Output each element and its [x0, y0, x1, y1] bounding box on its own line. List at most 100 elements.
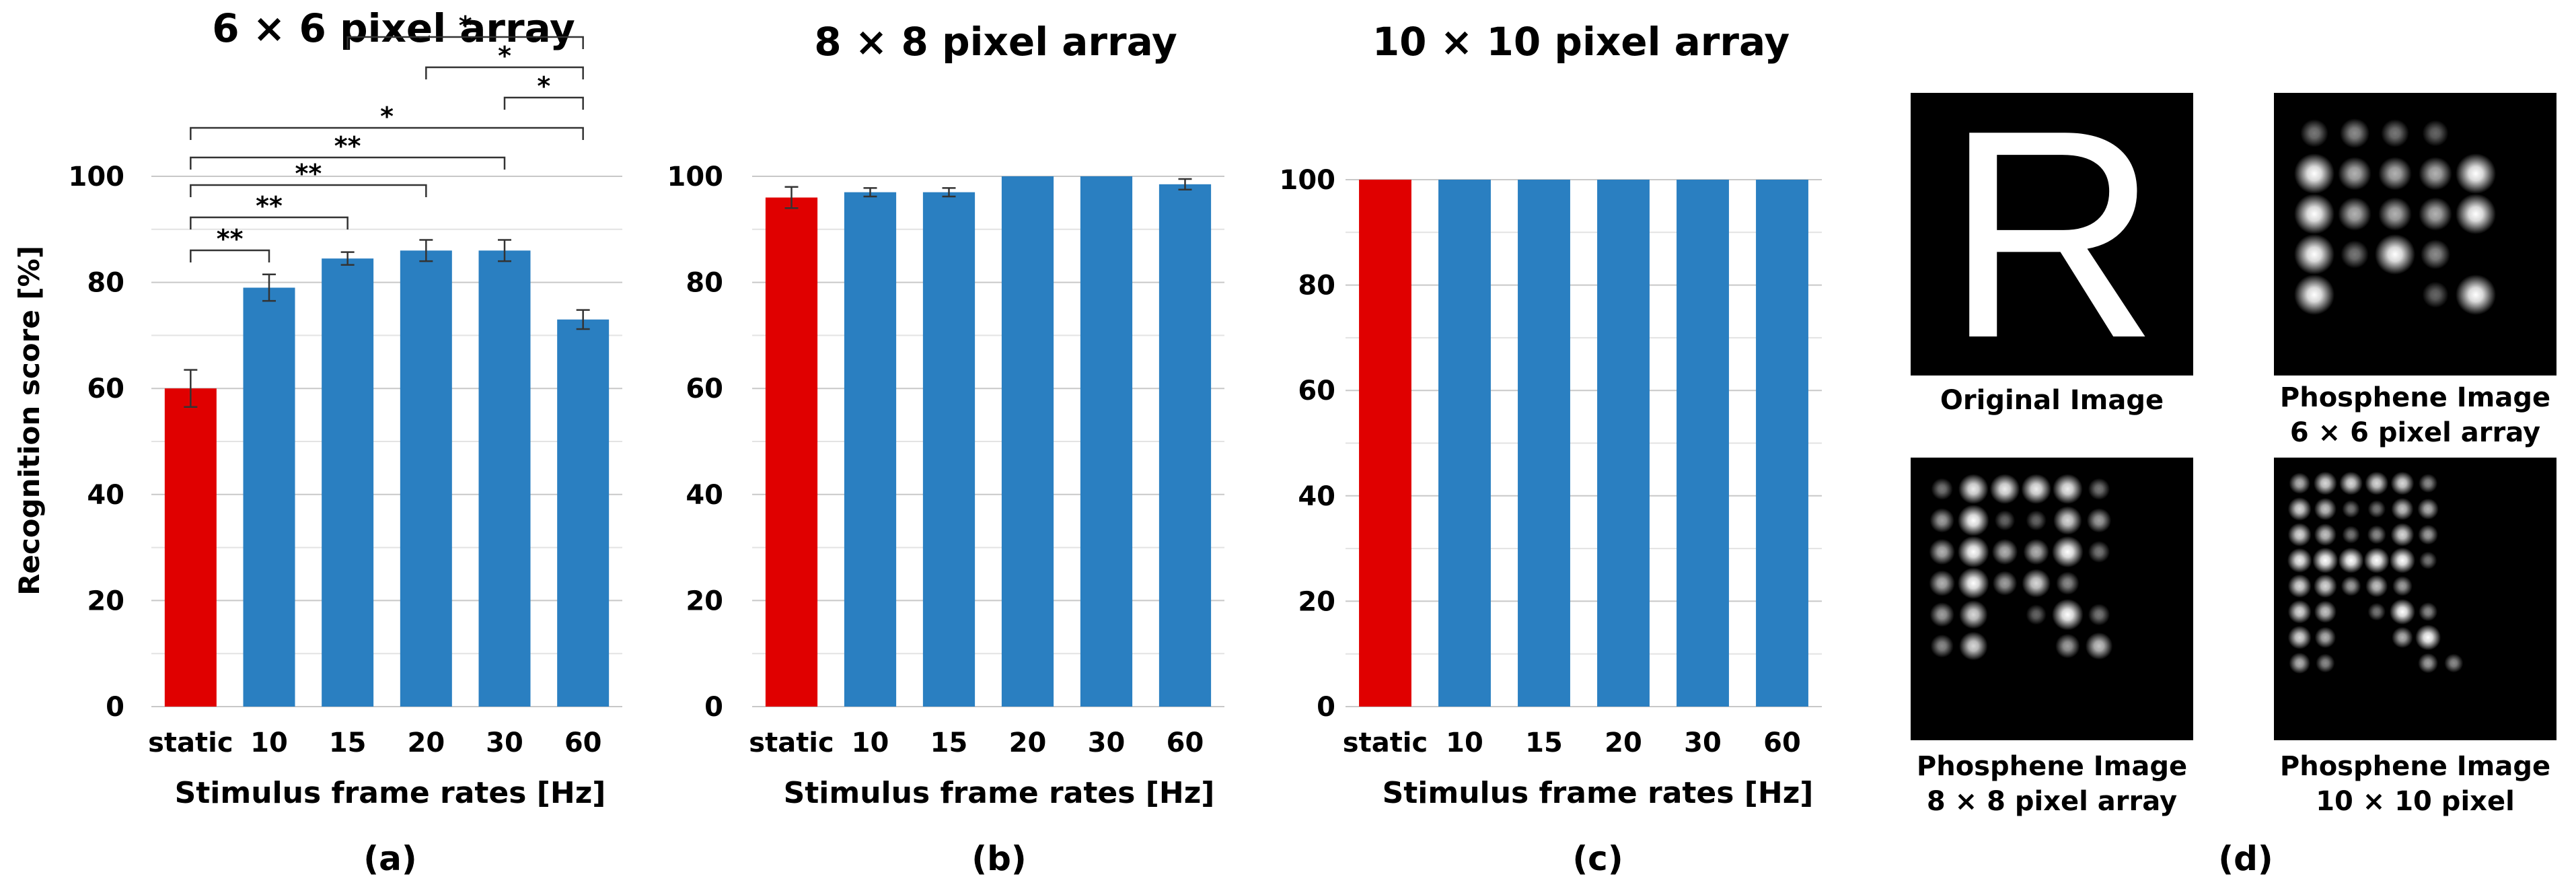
chart-title-c: 10 × 10 pixel array: [1372, 19, 1790, 65]
bar-20: [1001, 176, 1054, 707]
y-tick-label: 0: [1317, 692, 1335, 723]
bar-static: [1359, 180, 1411, 707]
plot-area-c: 0 20 40 60 80 100 static 10 15 20 30 60: [1280, 165, 1822, 758]
x-tick-label: static: [749, 727, 834, 758]
caption-6x6-line2: 6 × 6 pixel array: [2290, 417, 2540, 448]
phosphene-dot: [2287, 600, 2312, 624]
phosphene-dot: [2338, 157, 2371, 190]
phosphene-dot: [2391, 497, 2414, 520]
bar-30: [478, 250, 531, 707]
plot-area-b: 0 20 40 60 80 100 static 10 15 20 30 60: [667, 162, 1224, 758]
x-tick-label: 60: [1763, 727, 1801, 758]
phosphene-dot: [1929, 602, 1954, 627]
phosphene-dot: [1958, 567, 1989, 600]
caption-6x6-line1: Phosphene Image: [2280, 382, 2550, 413]
phosphene-dot: [2287, 497, 2312, 521]
phosphene-dot: [1929, 508, 1954, 533]
phosphene-dot: [2456, 275, 2496, 315]
phosphene-dot: [2313, 471, 2337, 495]
y-tick-label: 20: [87, 585, 124, 616]
y-tick-label: 80: [686, 268, 723, 299]
bar-15: [322, 258, 374, 707]
significance-label: *: [537, 71, 550, 101]
phosphene-dot: [2052, 536, 2084, 568]
x-tick-label: 10: [1446, 727, 1483, 758]
phosphene-dot: [2367, 602, 2386, 621]
phosphene-dot: [2312, 547, 2339, 573]
x-tick-label: 10: [852, 727, 889, 758]
bar-60: [1158, 184, 1212, 707]
phosphene-dot: [2390, 523, 2415, 546]
phosphene-dot: [2289, 652, 2310, 674]
phosphene-dot: [2339, 471, 2363, 495]
phosphene-8x8-bg: [1911, 458, 2193, 740]
bar-20: [1597, 180, 1650, 707]
phosphene-dot: [2086, 508, 2112, 533]
phosphene-dot: [2381, 119, 2409, 147]
x-axis-label-b: Stimulus frame rates [Hz]: [784, 776, 1215, 810]
phosphene-dot: [2026, 604, 2047, 625]
phosphene-dot: [1929, 538, 1955, 565]
phosphene-dot: [2419, 602, 2438, 622]
phosphene-dot: [1958, 536, 1989, 568]
x-tick-label: static: [1343, 727, 1428, 758]
phosphene-dot: [2314, 523, 2336, 546]
phosphene-dot: [2294, 275, 2334, 315]
phosphene-image-10x10: [2274, 458, 2556, 740]
bar-10: [243, 287, 295, 707]
phosphene-dot: [2021, 474, 2051, 504]
phosphene-dot: [2314, 497, 2336, 520]
chart-panel-c: 10 × 10 pixel array Stimulus frame rates…: [1280, 19, 1822, 878]
x-tick-label: 10: [250, 727, 288, 758]
phosphene-dot: [2287, 625, 2312, 649]
phosphene-dot: [2422, 120, 2449, 147]
significance-bracket: [190, 127, 584, 140]
chart-panel-b: 8 × 8 pixel array Stimulus frame rates […: [667, 19, 1224, 878]
bar-15: [1518, 180, 1570, 707]
phosphene-dot: [2300, 119, 2328, 147]
significance-label: **: [295, 159, 322, 188]
phosphene-dot: [2023, 538, 2049, 565]
y-tick-label: 80: [1298, 271, 1335, 301]
phosphene-dot: [2456, 153, 2496, 194]
significance-bracket: [190, 156, 506, 170]
phosphene-dot: [1994, 510, 2016, 531]
bar-15: [922, 192, 976, 707]
caption-original-line1: Original Image: [1940, 385, 2164, 416]
phosphene-dot: [2389, 547, 2416, 573]
significance-label: **: [256, 191, 283, 221]
phosphene-dot: [1991, 538, 2018, 565]
bar-60: [1756, 180, 1808, 707]
phosphene-dot: [2419, 157, 2452, 190]
phosphene-dot: [2026, 510, 2047, 531]
phosphene-dot: [2444, 653, 2464, 673]
phosphene-dot: [2287, 574, 2312, 598]
original-image-bg: [1911, 93, 2193, 376]
y-tick-label: 0: [106, 692, 124, 723]
panel-label-a: (a): [363, 839, 416, 878]
phosphene-dot: [2342, 500, 2360, 518]
y-tick-label: 100: [667, 162, 724, 192]
phosphene-dot: [2085, 632, 2113, 660]
bar-static: [765, 197, 818, 707]
x-axis-label-c: Stimulus frame rates [Hz]: [1383, 776, 1814, 810]
y-tick-label: 20: [686, 585, 723, 616]
phosphene-dot: [1958, 474, 1989, 504]
phosphene-dot: [2365, 575, 2388, 598]
panel-label-c: (c): [1572, 839, 1623, 878]
y-tick-label: 20: [1298, 586, 1335, 617]
x-tick-label: 15: [1525, 727, 1563, 758]
phosphene-dot: [2418, 653, 2438, 674]
panel-label-d: (d): [2218, 839, 2273, 878]
image-panel-d: (d) R Original Image Phosphene Image 6 ×…: [1911, 69, 2556, 878]
phosphene-dot: [2313, 574, 2337, 598]
significance-label: *: [459, 11, 472, 40]
phosphene-dot: [2375, 234, 2415, 275]
phosphene-dot: [1958, 505, 1989, 536]
phosphene-dot: [2420, 239, 2451, 270]
x-tick-label: 30: [1088, 727, 1126, 758]
significance-bracket: [190, 249, 270, 262]
phosphene-dot: [2367, 500, 2386, 518]
